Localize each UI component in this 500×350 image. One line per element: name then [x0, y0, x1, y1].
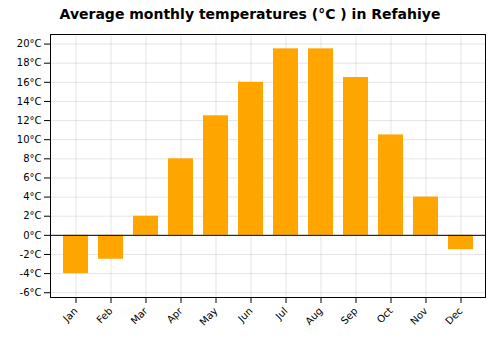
html-text:Average monthly temperatures (: Average monthly temperatures (°C ) in Re… — [59, 6, 441, 22]
svg-text:Nov: Nov — [408, 305, 430, 327]
svg-text:Sep: Sep — [339, 305, 360, 326]
svg-text:18°C: 18°C — [17, 57, 42, 68]
svg-text:Feb: Feb — [94, 305, 114, 325]
svg-text:Aug: Aug — [303, 305, 325, 327]
svg-text:May: May — [197, 305, 219, 327]
svg-text:10°C: 10°C — [17, 134, 42, 145]
svg-text:6°C: 6°C — [23, 172, 41, 183]
svg-text:-2°C: -2°C — [20, 249, 42, 260]
svg-text:-4°C: -4°C — [20, 268, 42, 279]
svg-text:Dec: Dec — [443, 305, 464, 326]
svg-text:0°C: 0°C — [23, 230, 41, 241]
svg-text:Oct: Oct — [375, 305, 395, 325]
svg-text:16°C: 16°C — [17, 77, 42, 88]
svg-text:4°C: 4°C — [23, 191, 41, 202]
svg-text:Jun: Jun — [235, 305, 255, 325]
svg-text:14°C: 14°C — [17, 96, 42, 107]
svg-text:Jul: Jul — [273, 305, 290, 322]
svg-text:-6°C: -6°C — [20, 287, 42, 298]
svg-text:20°C: 20°C — [17, 38, 42, 49]
svg-text:Jan: Jan — [60, 305, 79, 324]
svg-text:8°C: 8°C — [23, 153, 41, 164]
svg-text:Mar: Mar — [129, 305, 151, 327]
svg-text:12°C: 12°C — [17, 115, 42, 126]
svg-text:Apr: Apr — [165, 305, 186, 326]
svg-text:2°C: 2°C — [23, 210, 41, 221]
